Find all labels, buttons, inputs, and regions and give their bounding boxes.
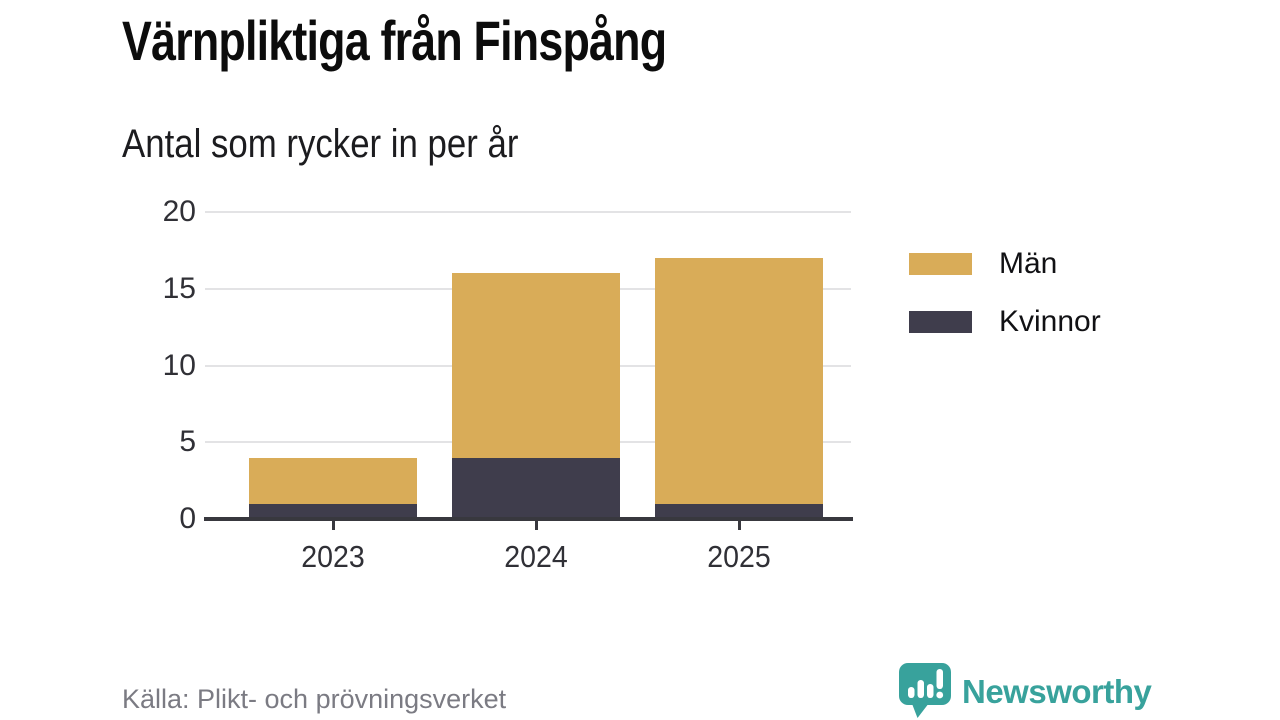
brand-name: Newsworthy: [962, 673, 1152, 710]
bar-2023-män-segment: [249, 457, 417, 504]
x-axis-tick-label: 2024: [504, 539, 568, 574]
legend-label: Kvinnor: [999, 305, 1101, 338]
legend-swatch-män: [909, 253, 972, 275]
newsworthy-logo[interactable]: Newsworthy: [897, 661, 1152, 719]
bar-2025-män-segment: [655, 258, 823, 504]
source-note: Källa: Plikt- och prövningsverket: [122, 684, 507, 714]
y-axis-tick-label: 10: [162, 348, 196, 382]
x-axis-tick-label: 2025: [707, 539, 771, 574]
chart-title: Värnpliktiga från Finspång: [122, 9, 667, 72]
x-axis-tick-mark: [535, 521, 538, 530]
legend-item-kvinnor: Kvinnor: [909, 305, 1101, 339]
x-axis-tick-mark: [738, 521, 741, 530]
legend-label: Män: [999, 247, 1058, 280]
legend-swatch-kvinnor: [909, 311, 972, 333]
chart-subtitle: Antal som rycker in per år: [122, 122, 519, 166]
gridline-20: [205, 211, 851, 213]
x-axis-tick-label: 2023: [301, 539, 365, 574]
x-axis-tick-mark: [332, 521, 335, 530]
y-axis-tick-label: 5: [179, 425, 196, 459]
bar-2024-män-segment: [452, 273, 620, 458]
legend: Män Kvinnor: [909, 247, 1101, 363]
bar-2024-kvinnor-segment: [452, 457, 620, 519]
x-axis-baseline: [204, 517, 853, 521]
bar-2025-kvinnor-segment: [655, 503, 823, 519]
speech-bubble-bar-chart-icon: [899, 663, 951, 718]
y-axis-tick-label: 15: [162, 271, 196, 305]
y-axis-tick-label: 20: [162, 195, 196, 228]
legend-item-män: Män: [909, 247, 1101, 281]
bar-2023-kvinnor-segment: [249, 503, 417, 519]
y-axis-tick-label: 0: [179, 502, 196, 535]
